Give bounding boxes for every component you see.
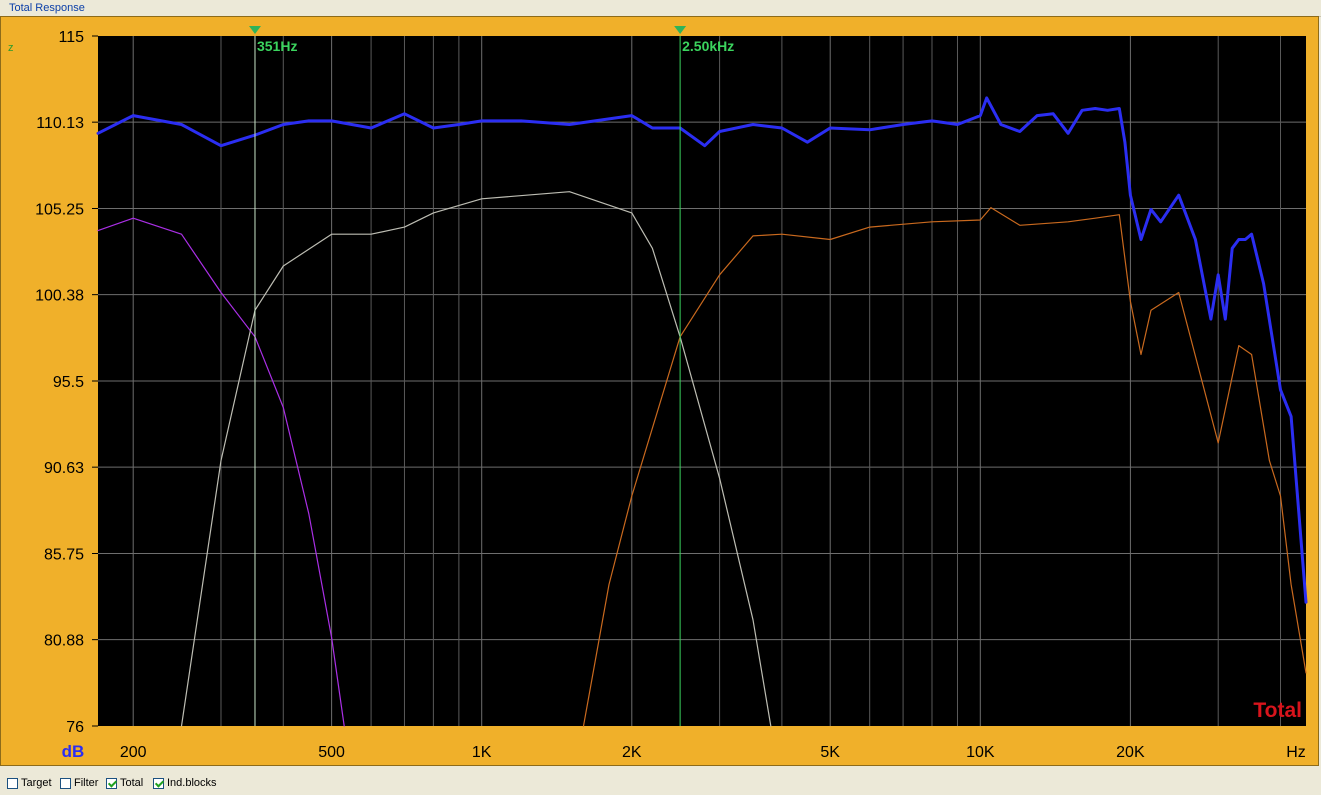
total-checkbox[interactable]: Total	[106, 776, 143, 790]
x-tick-label: 1K	[472, 744, 492, 761]
total-checkbox-box[interactable]	[106, 777, 117, 789]
frequency-response-chart[interactable]: 115 110.13 105.25 100.38 95.5 90.63 85.75 80.88…	[1, 17, 1318, 765]
target-checkbox-label: Target	[21, 777, 52, 789]
target-checkbox[interactable]: Target	[7, 776, 52, 790]
filter-checkbox-box[interactable]	[60, 777, 71, 789]
y-tick-label: 100.38	[35, 288, 84, 305]
window-title: Total Response	[9, 2, 85, 14]
y-tick-label: 105.25	[35, 202, 84, 219]
y-tick-label: 95.5	[53, 374, 84, 391]
ind-blocks-checkbox-box[interactable]	[153, 777, 164, 789]
x-tick-label: 2K	[622, 744, 642, 761]
x-tick-label: Hz	[1286, 744, 1306, 761]
plot-label-total: Total	[1253, 699, 1302, 722]
y-tick-label: 80.88	[44, 633, 84, 650]
filter-checkbox-label: Filter	[74, 777, 99, 789]
marker-label: 351Hz	[257, 38, 297, 54]
x-tick-label: 200	[120, 744, 147, 761]
marker-label: 2.50kHz	[682, 38, 734, 54]
options-bar: Target Filter Total Ind.blocks	[0, 770, 1321, 795]
series-line-2	[180, 191, 772, 727]
y-tick-label: 85.75	[44, 547, 84, 564]
x-tick-label: 5K	[820, 744, 840, 761]
marker-handle-icon[interactable]	[248, 26, 261, 34]
y-tick-label: 76	[66, 719, 84, 736]
x-tick-label: 500	[318, 744, 345, 761]
filter-checkbox[interactable]: Filter	[60, 776, 98, 790]
total-checkbox-label: Total	[120, 777, 144, 789]
y-tick-label: 115	[58, 29, 84, 46]
ind-blocks-checkbox[interactable]: Ind.blocks	[153, 776, 217, 790]
y-tick-label: 90.63	[44, 460, 84, 477]
y-tick-label: 110.13	[36, 115, 84, 132]
series-line-3	[582, 207, 1307, 727]
series-line-4	[96, 96, 1308, 604]
chart-panel: 115 110.13 105.25 100.38 95.5 90.63 85.75 80.88…	[0, 16, 1319, 766]
target-checkbox-box[interactable]	[7, 777, 18, 789]
x-tick-label: 10K	[966, 744, 995, 761]
y-unit-label: dB	[62, 742, 85, 761]
x-tick-label: 20K	[1116, 744, 1145, 761]
marker-handle-icon[interactable]	[674, 26, 687, 34]
window-title-bar: Total Response	[0, 0, 1321, 17]
ind-blocks-checkbox-label: Ind.blocks	[167, 777, 217, 789]
axis-stub-label: z	[8, 42, 14, 54]
